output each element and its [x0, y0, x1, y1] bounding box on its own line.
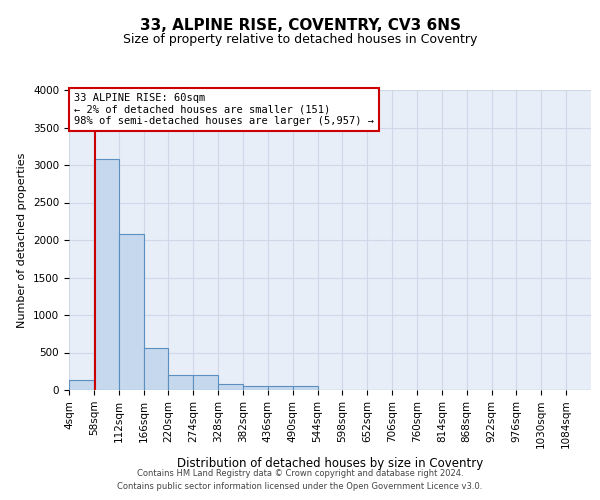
Bar: [143, 348, 169, 390]
X-axis label: Distribution of detached houses by size in Coventry: Distribution of detached houses by size …: [177, 456, 483, 469]
Bar: [268, 386, 293, 390]
Bar: [293, 386, 317, 390]
Text: Size of property relative to detached houses in Coventry: Size of property relative to detached ho…: [123, 32, 477, 46]
Bar: [243, 386, 268, 390]
Text: 33 ALPINE RISE: 60sqm
← 2% of detached houses are smaller (151)
98% of semi-deta: 33 ALPINE RISE: 60sqm ← 2% of detached h…: [74, 93, 374, 126]
Text: Contains public sector information licensed under the Open Government Licence v3: Contains public sector information licen…: [118, 482, 482, 491]
Text: 33, ALPINE RISE, COVENTRY, CV3 6NS: 33, ALPINE RISE, COVENTRY, CV3 6NS: [139, 18, 461, 32]
Bar: [193, 375, 218, 390]
Bar: [119, 234, 143, 390]
Text: Contains HM Land Registry data © Crown copyright and database right 2024.: Contains HM Land Registry data © Crown c…: [137, 468, 463, 477]
Bar: [218, 384, 243, 390]
Y-axis label: Number of detached properties: Number of detached properties: [17, 152, 28, 328]
Bar: [169, 375, 193, 390]
Bar: [94, 159, 119, 390]
Bar: [69, 380, 94, 390]
